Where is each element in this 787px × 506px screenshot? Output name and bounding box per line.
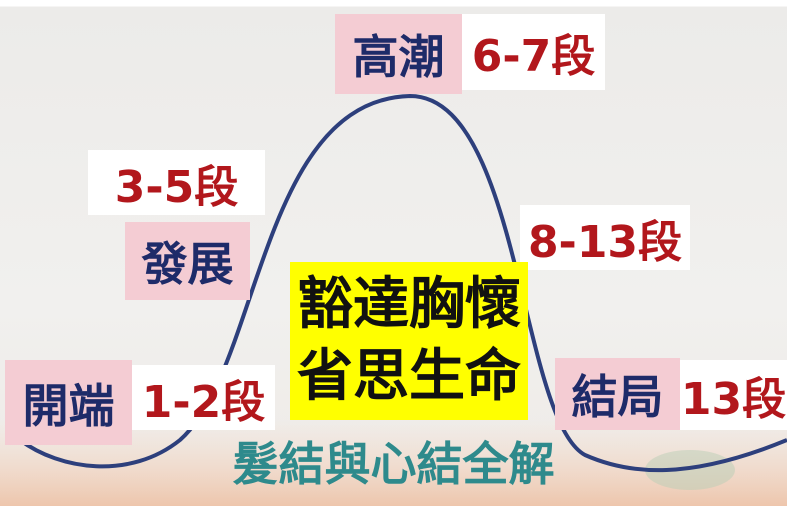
story-arc <box>18 93 787 473</box>
theme-box: 豁達胸懷 省思生命 <box>290 262 528 420</box>
rising-paragraphs: 3-5段 <box>88 150 265 215</box>
falling-paragraphs: 8-13段 <box>520 205 690 270</box>
caption: 髮結與心結全解 <box>232 437 555 491</box>
leaf <box>645 450 735 490</box>
ending-label: 結局 <box>555 358 680 430</box>
climax-paragraphs: 6-7段 <box>462 14 605 90</box>
theme-line: 省思生命 <box>297 344 521 409</box>
beginning-label: 開端 <box>5 360 132 445</box>
beginning-paragraphs: 1-2段 <box>132 365 275 430</box>
ending-paragraphs: 13段 <box>680 360 787 430</box>
theme-line: 豁達胸懷 <box>297 272 521 337</box>
climax-label: 高潮 <box>335 14 462 94</box>
rising-label: 發展 <box>125 222 250 300</box>
